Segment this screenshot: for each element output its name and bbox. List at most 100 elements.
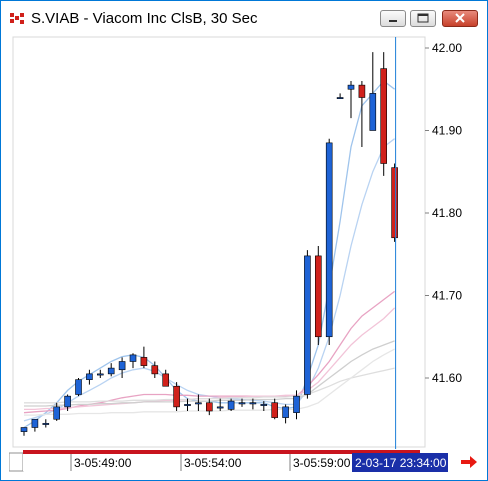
restore-button[interactable]	[410, 10, 436, 27]
cursor-time-label: 2-03-17 23:34:00	[355, 456, 447, 470]
candle	[31, 418, 39, 432]
candle	[151, 361, 159, 378]
x-axis-accent-bar	[23, 450, 420, 454]
candle-body-down	[140, 357, 148, 366]
candle	[391, 163, 398, 242]
candle-body-down	[173, 385, 180, 408]
candle	[380, 52, 388, 176]
candle	[369, 52, 377, 131]
candle	[195, 394, 202, 411]
y-tick-label: 41.70	[432, 289, 462, 303]
cursor-time-box	[352, 453, 448, 472]
candle-body-down	[314, 255, 322, 338]
candle	[20, 427, 28, 436]
candle-body-up	[97, 373, 104, 376]
candle-body-up	[216, 406, 224, 409]
candle	[347, 81, 355, 119]
candle	[53, 402, 61, 421]
candle	[304, 250, 311, 399]
candle-body-up	[347, 84, 355, 90]
candle-body-down	[271, 402, 279, 418]
candle-body-up	[249, 402, 257, 405]
x-tick-label: 3-05:54:00	[184, 456, 242, 470]
candlestick-chart[interactable]: 42.00 41.90 41.80 41.70 41.60 3-05:49:00 3-0…	[8, 35, 481, 473]
candle-body-down	[162, 373, 169, 387]
candle	[238, 398, 246, 407]
candle	[249, 398, 257, 410]
candle	[140, 346, 148, 369]
plot-area	[12, 36, 426, 449]
close-icon	[455, 13, 465, 23]
candle	[293, 390, 300, 420]
candle	[271, 398, 279, 420]
x-tick-label: 3-05:59:00	[293, 456, 351, 470]
candle	[227, 398, 235, 411]
y-axis: 42.00 41.90 41.80 41.70 41.60	[425, 41, 462, 385]
candle-body-up	[53, 406, 61, 420]
y-tick-label: 41.80	[432, 206, 462, 220]
candle	[64, 394, 71, 411]
restore-icon	[417, 13, 429, 23]
candle	[282, 404, 289, 424]
candle-body-up	[336, 97, 344, 100]
candle-body-up	[42, 423, 50, 425]
candle-body-up	[227, 400, 235, 410]
scroll-right-arrow-icon[interactable]	[461, 456, 477, 468]
y-tick-label: 41.60	[432, 371, 462, 385]
candle-body-up	[293, 395, 300, 413]
candle-body-down	[391, 167, 398, 239]
candle	[173, 382, 180, 411]
x-axis-band	[23, 454, 425, 471]
candle	[314, 246, 322, 345]
minimize-icon	[389, 20, 397, 22]
close-button[interactable]	[442, 10, 478, 27]
candle-body-up	[64, 395, 71, 408]
candle	[86, 369, 93, 385]
candle-body-up	[20, 427, 28, 432]
candles	[20, 52, 398, 436]
candle-body-up	[282, 406, 289, 418]
candle	[107, 363, 115, 377]
candle	[184, 398, 191, 411]
candle-body-up	[325, 142, 333, 338]
title-bar[interactable]: S.VIAB - Viacom Inc ClsB, 30 Sec	[1, 1, 487, 35]
candle-body-down	[358, 84, 366, 98]
candle-body-up	[118, 361, 126, 371]
app-icon	[9, 11, 25, 27]
plot-border	[12, 36, 426, 448]
candle	[260, 401, 268, 411]
scroll-left-box[interactable]	[8, 452, 24, 472]
candle	[129, 353, 137, 369]
window-title: S.VIAB - Viacom Inc ClsB, 30 Sec	[31, 10, 258, 27]
x-tick-label: 3-05:49:00	[74, 456, 132, 470]
candle-body-up	[195, 402, 202, 405]
candle-body-down	[151, 365, 159, 375]
candle-body-down	[206, 402, 213, 412]
candle	[206, 398, 213, 416]
candle	[336, 93, 344, 100]
x-axis: 3-05:49:00 3-05:54:00 3-05:59:00 2-03-17…	[8, 450, 477, 472]
candle	[97, 369, 104, 378]
moving-average-line	[24, 367, 395, 404]
candle-body-up	[238, 402, 246, 405]
candle-body-up	[369, 93, 377, 131]
candle	[358, 81, 366, 147]
candle-body-up	[86, 373, 93, 380]
candle-body-down	[380, 68, 388, 164]
candle-body-up	[107, 367, 115, 375]
candle	[162, 369, 169, 387]
candle	[42, 419, 50, 428]
candle-body-up	[129, 354, 137, 362]
chart-frame: 42.00 41.90 41.80 41.70 41.60 3-05:49:00 3-0…	[8, 35, 481, 473]
candle-body-up	[304, 255, 311, 395]
y-tick-label: 41.90	[432, 124, 462, 138]
minimize-button[interactable]	[380, 10, 406, 27]
candle	[75, 378, 82, 397]
candle-body-up	[184, 404, 191, 406]
candle-body-up	[260, 404, 268, 406]
candle	[118, 357, 126, 378]
candle-body-up	[31, 418, 39, 428]
y-tick-label: 42.00	[432, 41, 462, 55]
candle-body-up	[75, 379, 82, 395]
